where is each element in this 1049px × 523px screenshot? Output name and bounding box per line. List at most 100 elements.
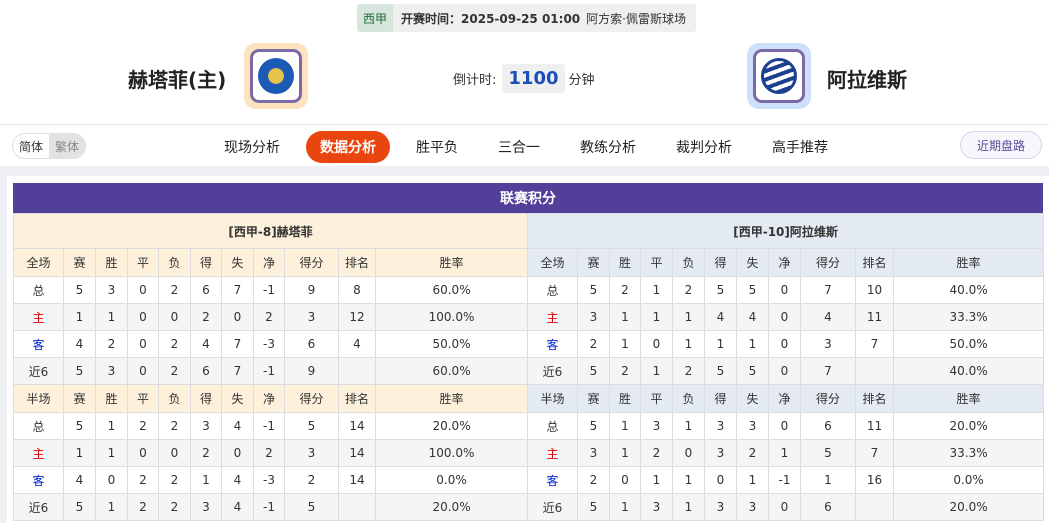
- table-row: 总 5 2 1 2 5 5 0 7 10 40.0%: [527, 276, 1045, 304]
- row-label: 总: [527, 276, 578, 304]
- table-cell: 1: [736, 466, 769, 494]
- table-cell: 0: [127, 303, 159, 331]
- tab-6[interactable]: 高手推荐: [772, 140, 828, 156]
- table-cell: 1: [95, 439, 128, 467]
- table-cell: 50.0%: [892, 330, 1045, 358]
- countdown-value: 1100: [502, 64, 565, 93]
- row-label: 近6: [13, 357, 64, 385]
- table-cell: [338, 357, 376, 385]
- table-cell: 7: [800, 357, 856, 385]
- row-label: 客: [527, 466, 578, 494]
- language-toggle[interactable]: 简体 繁体: [12, 133, 87, 159]
- start-time: 开赛时间：2025-09-25 01:00: [401, 11, 581, 26]
- table-cell: 2: [672, 357, 705, 385]
- column-header: 赛: [577, 384, 610, 413]
- table-cell: 2: [158, 493, 191, 521]
- full-header-row: 全场赛胜平负得失净得分 排名 胜率: [13, 248, 529, 277]
- table-cell: 5: [736, 357, 769, 385]
- table-cell: 2: [158, 412, 191, 440]
- table-cell: 20.0%: [892, 493, 1045, 521]
- row-label: 总: [13, 276, 64, 304]
- table-cell: 5: [577, 276, 610, 304]
- table-cell: 20.0%: [374, 493, 529, 521]
- table-cell: 2: [577, 330, 610, 358]
- table-cell: 0: [640, 330, 673, 358]
- table-cell: 0: [221, 303, 254, 331]
- table-cell: [855, 493, 894, 521]
- lang-traditional[interactable]: 繁体: [49, 134, 86, 158]
- column-header: 全场: [13, 248, 64, 277]
- table-cell: [338, 493, 376, 521]
- table-cell: 1: [609, 303, 641, 331]
- tab-2[interactable]: 胜平负: [416, 140, 458, 156]
- table-cell: 2: [577, 466, 610, 494]
- table-cell: 5: [577, 493, 610, 521]
- table-row: 近6 5 3 0 2 6 7 -1 9 60.0%: [13, 357, 529, 385]
- table-cell: 0: [768, 412, 801, 440]
- team-label[interactable]: [西甲-10]阿拉维斯: [526, 213, 1045, 249]
- table-cell: 6: [190, 357, 222, 385]
- table-cell: 7: [855, 439, 894, 467]
- away-team-logo[interactable]: [747, 43, 811, 109]
- tab-1[interactable]: 数据分析: [306, 131, 390, 163]
- table-cell: -1: [253, 276, 285, 304]
- table-cell: 4: [63, 466, 96, 494]
- table-cell: 2: [95, 330, 128, 358]
- column-header: 排名: [855, 248, 894, 277]
- table-cell: 9: [284, 357, 339, 385]
- column-header: 得分: [284, 384, 339, 413]
- row-label: 客: [13, 466, 64, 494]
- table-cell: 5: [63, 412, 96, 440]
- table-cell: 0: [768, 357, 801, 385]
- column-header: 净: [253, 248, 285, 277]
- lang-simplified[interactable]: 简体: [19, 139, 44, 154]
- table-cell: 3: [284, 439, 339, 467]
- table-cell: 1: [95, 303, 128, 331]
- row-label: 客: [527, 330, 578, 358]
- table-cell: 1: [609, 493, 641, 521]
- table-cell: 0: [158, 303, 191, 331]
- row-label: 总: [527, 412, 578, 440]
- table-cell: 1: [95, 493, 128, 521]
- team-label[interactable]: [西甲-8]赫塔菲: [12, 213, 529, 249]
- table-cell: 0.0%: [892, 466, 1045, 494]
- column-header: 半场: [13, 384, 64, 413]
- table-cell: -3: [253, 466, 285, 494]
- table-cell: 1: [95, 412, 128, 440]
- table-row: 近6 5 2 1 2 5 5 0 7 40.0%: [527, 357, 1045, 385]
- column-header: 净: [253, 384, 285, 413]
- recent-odds-button[interactable]: 近期盘路: [960, 131, 1042, 159]
- home-team-name[interactable]: 赫塔菲(主): [128, 68, 227, 92]
- table-cell: 5: [63, 493, 96, 521]
- table-cell: -1: [253, 493, 285, 521]
- column-header: 排名: [855, 384, 894, 413]
- column-header: 失: [736, 384, 769, 413]
- table-cell: 5: [284, 412, 339, 440]
- table-cell: 1: [672, 303, 705, 331]
- tab-5[interactable]: 裁判分析: [676, 140, 732, 156]
- table-cell: 3: [704, 439, 737, 467]
- column-header: 负: [672, 248, 705, 277]
- column-header: 排名: [338, 248, 376, 277]
- home-standings-table: [西甲-8]赫塔菲 全场赛胜平负得失净得分 排名 胜率总 5 3 0 2 6 7 -1 9 8 60.0%…: [12, 213, 529, 521]
- away-team-name[interactable]: 阿拉维斯: [827, 68, 907, 92]
- table-cell: 2: [736, 439, 769, 467]
- table-row: 主 1 1 0 0 2 0 2 3 14 100.0%: [13, 439, 529, 467]
- home-team-logo[interactable]: [244, 43, 308, 109]
- table-row: 总 5 1 2 2 3 4 -1 5 14 20.0%: [13, 412, 529, 440]
- nav-bar: 简体 繁体 现场分析 数据分析 胜平负 三合一 教练分析 裁判分析 高手推荐 近期盘路: [0, 124, 1049, 166]
- table-cell: 1: [672, 412, 705, 440]
- table-cell: 0: [221, 439, 254, 467]
- table-cell: 4: [221, 493, 254, 521]
- tab-3[interactable]: 三合一: [498, 140, 540, 156]
- table-cell: 0: [768, 276, 801, 304]
- tab-0[interactable]: 现场分析: [224, 140, 280, 156]
- tab-4[interactable]: 教练分析: [580, 140, 636, 156]
- table-row: 主 1 1 0 0 2 0 2 3 12 100.0%: [13, 303, 529, 331]
- table-cell: 7: [855, 330, 894, 358]
- column-header: 平: [640, 248, 673, 277]
- column-header: 得: [704, 248, 737, 277]
- row-label: 总: [13, 412, 64, 440]
- table-cell: 0: [672, 439, 705, 467]
- countdown-unit: 分钟: [568, 73, 595, 88]
